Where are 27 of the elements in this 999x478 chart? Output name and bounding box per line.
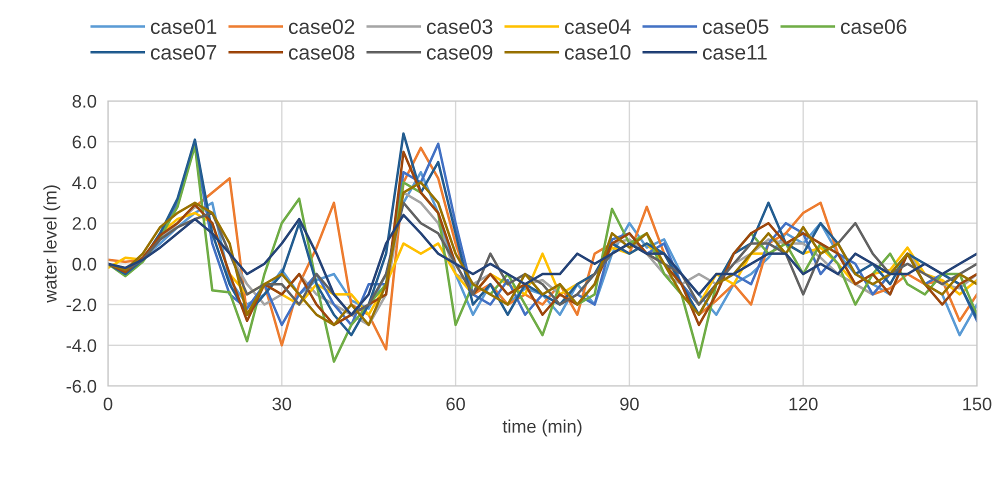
y-tick-label: 8.0 — [72, 94, 96, 108]
y-axis-title: water level (m) — [43, 185, 60, 303]
x-tick-label: 90 — [620, 398, 639, 410]
y-tick-label: 6.0 — [72, 136, 96, 148]
x-axis-title: time (min) — [502, 420, 582, 436]
legend-label: case04 — [564, 19, 631, 34]
x-tick-label: 30 — [272, 398, 292, 410]
y-tick-label: 4.0 — [72, 176, 96, 190]
legend-label: case10 — [564, 44, 630, 60]
legend-label: case07 — [150, 44, 216, 60]
x-tick-label: 0 — [104, 398, 112, 410]
legend-label: case03 — [426, 19, 492, 34]
x-tick-label: 60 — [446, 398, 465, 410]
legend-label: case08 — [288, 44, 354, 60]
y-tick-label: -4.0 — [66, 339, 96, 352]
legend-label: case02 — [288, 19, 354, 34]
legend-label: case11 — [702, 45, 767, 60]
y-tick-label: 0.0 — [72, 258, 96, 271]
y-tick-label: -6.0 — [66, 380, 96, 393]
legend-label: case01 — [150, 19, 216, 34]
x-tick-label: 120 — [790, 398, 818, 410]
legend-label: case05 — [702, 19, 768, 34]
legend-label: case06 — [840, 19, 906, 34]
legend-label: case09 — [426, 44, 492, 60]
y-tick-label: -2.0 — [66, 298, 96, 312]
x-tick-label: 150 — [963, 398, 992, 410]
y-tick-label: 2.0 — [72, 217, 96, 230]
